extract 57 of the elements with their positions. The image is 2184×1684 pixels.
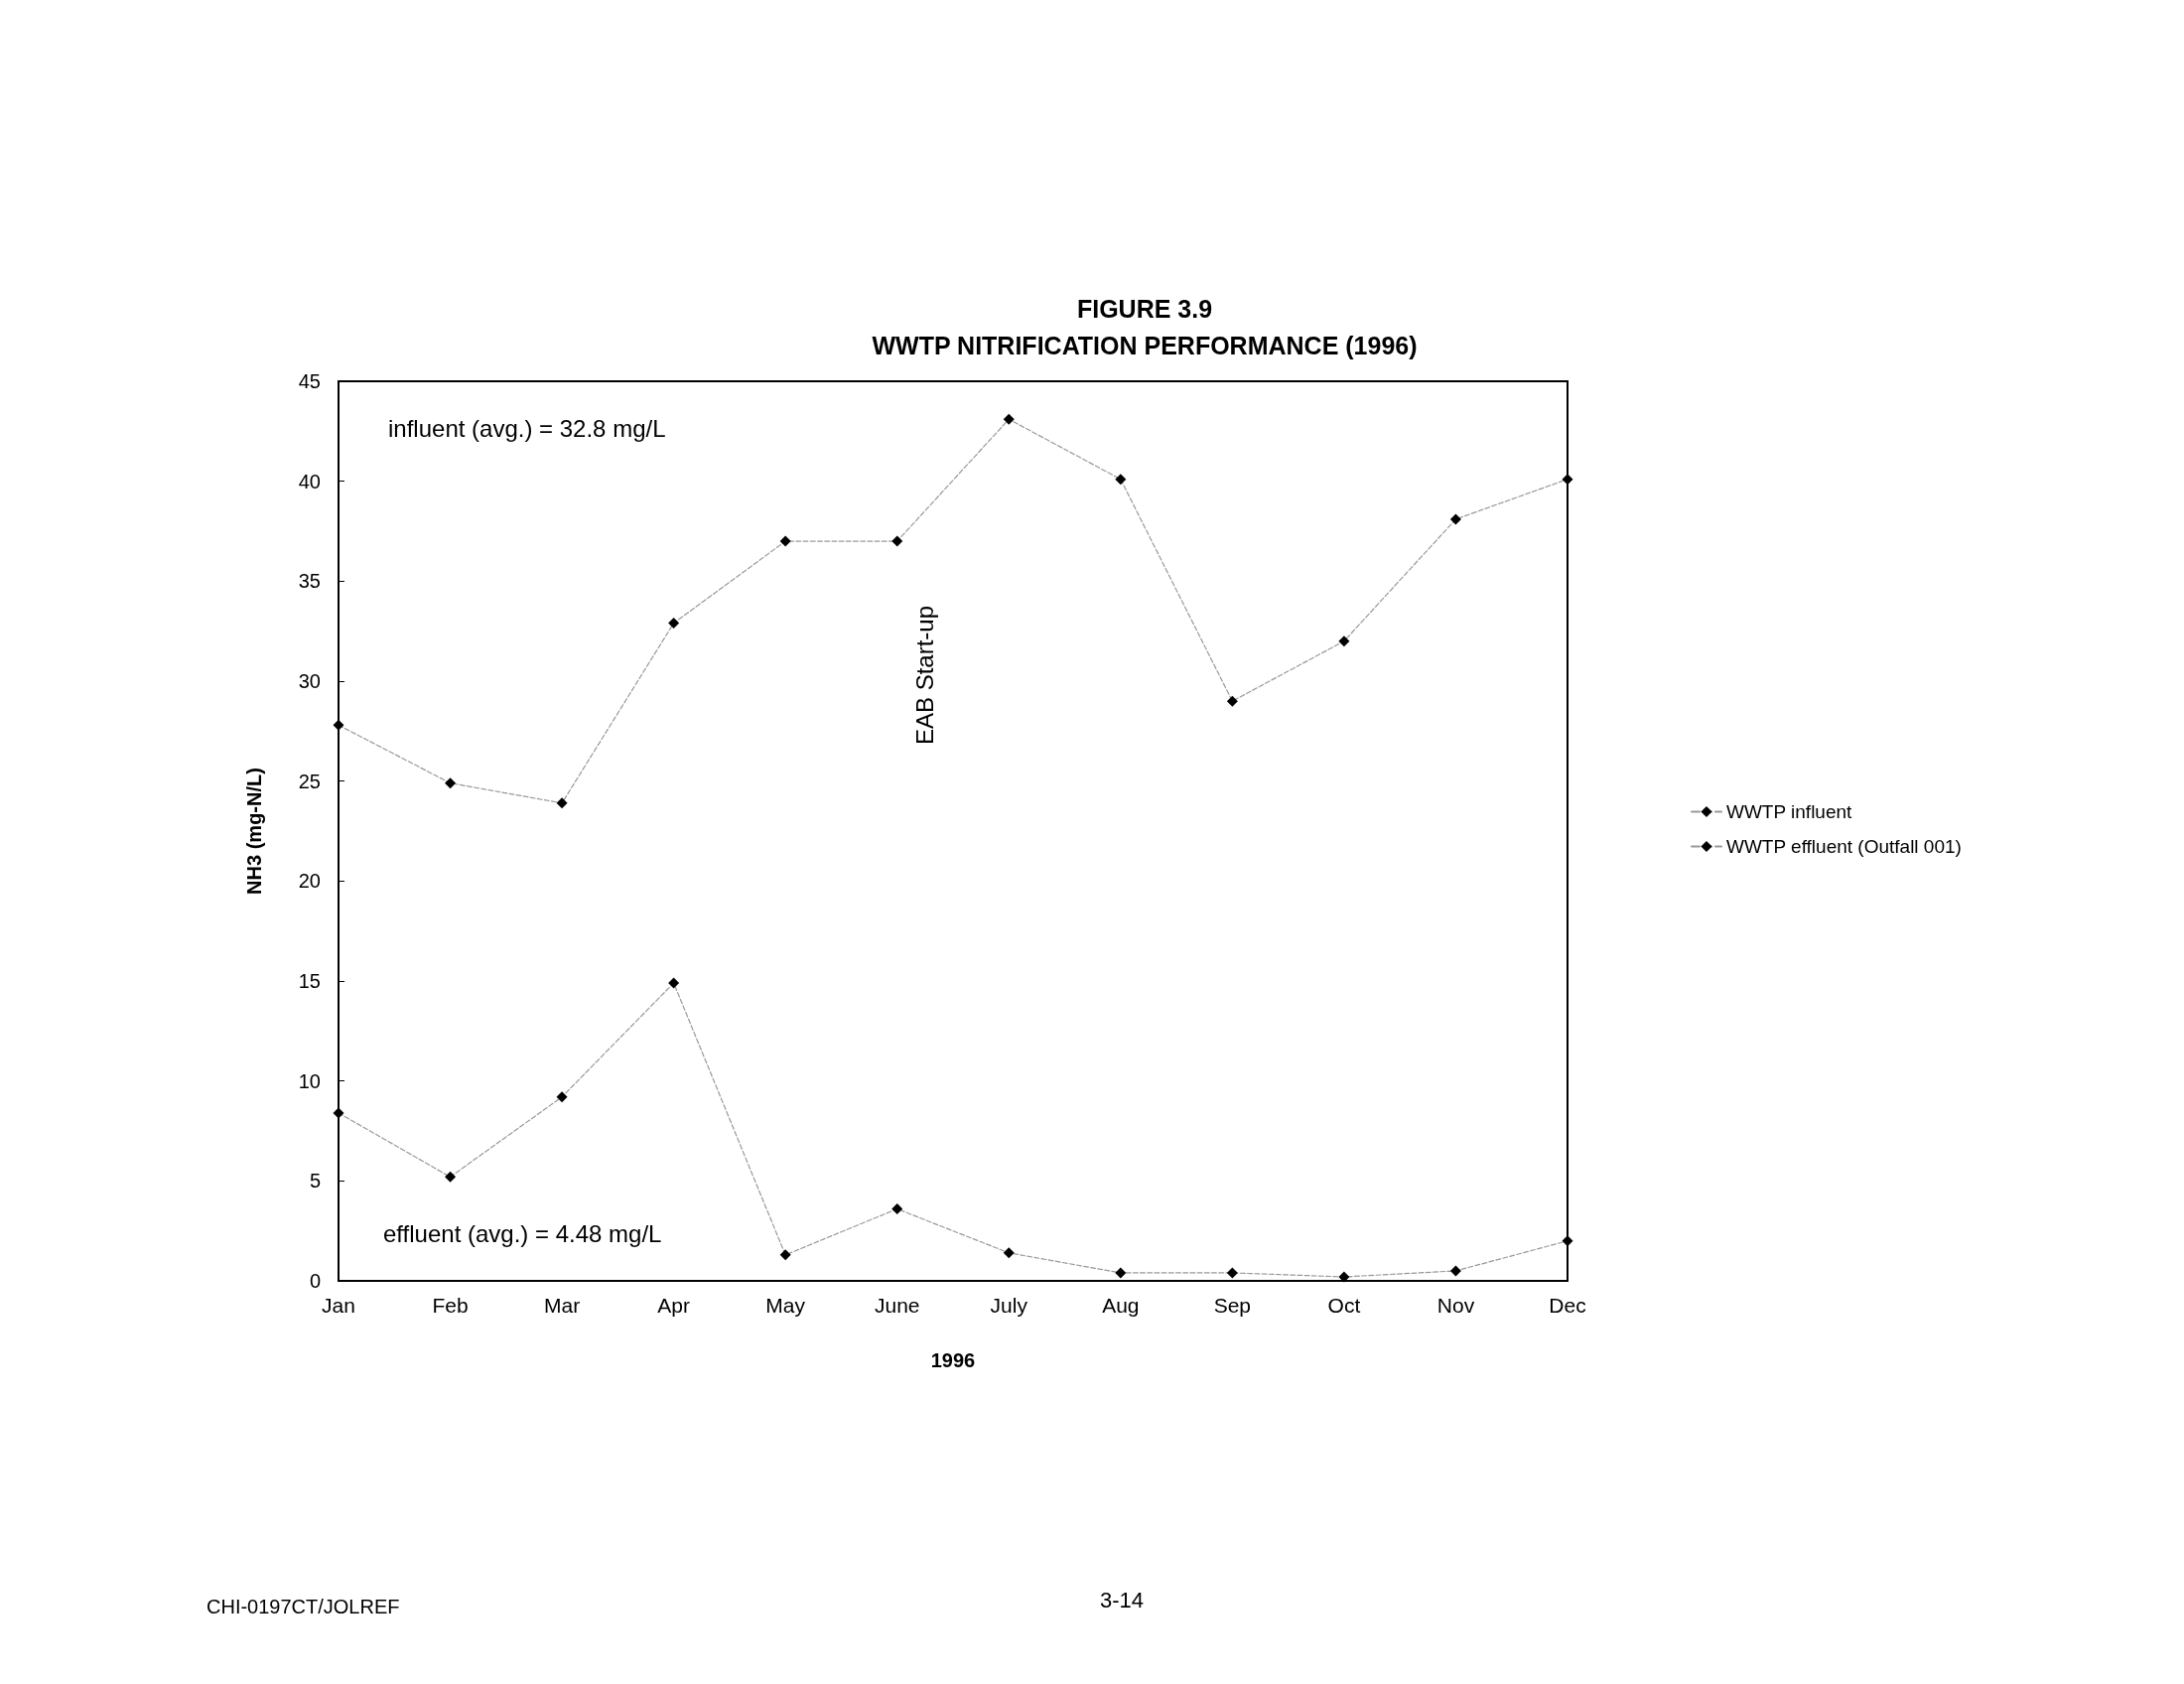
y-axis-title: NH3 (mg-N/L) bbox=[243, 768, 265, 895]
x-tick-label: Jan bbox=[322, 1294, 355, 1317]
y-tick-label: 10 bbox=[298, 1069, 321, 1092]
point bbox=[1338, 635, 1350, 647]
point bbox=[668, 618, 680, 630]
point bbox=[779, 1249, 791, 1261]
x-tick-label: Dec bbox=[1549, 1294, 1586, 1317]
annotation: influent (avg.) = 32.8 mg/L bbox=[388, 414, 666, 442]
point bbox=[556, 797, 568, 809]
annotation: effluent (avg.) = 4.48 mg/L bbox=[383, 1219, 662, 1247]
y-tick-label: 15 bbox=[298, 970, 321, 992]
y-tick-label: 20 bbox=[298, 870, 321, 893]
chart-title: FIGURE 3.9 bbox=[1076, 294, 1213, 323]
y-tick-label: 25 bbox=[298, 770, 321, 792]
x-tick-label: May bbox=[765, 1294, 806, 1317]
y-tick-label: 5 bbox=[309, 1170, 321, 1193]
text: 3-14 bbox=[1100, 1587, 1145, 1613]
y-tick-label: 0 bbox=[309, 1270, 321, 1292]
point bbox=[445, 777, 457, 789]
point bbox=[668, 977, 680, 989]
point bbox=[1115, 474, 1127, 486]
point bbox=[1226, 1267, 1238, 1279]
point bbox=[333, 719, 344, 731]
point bbox=[333, 1107, 344, 1119]
x-tick-label: Sep bbox=[1213, 1294, 1252, 1317]
y-tick-label: 45 bbox=[298, 370, 321, 392]
y-tick-label: 40 bbox=[298, 470, 321, 492]
point bbox=[1003, 413, 1015, 425]
y-tick-label: 35 bbox=[298, 570, 321, 593]
x-tick-label: Apr bbox=[657, 1294, 690, 1317]
point bbox=[1115, 1267, 1127, 1279]
x-tick-label: Aug bbox=[1102, 1294, 1140, 1317]
point bbox=[1226, 695, 1238, 707]
point bbox=[1003, 1247, 1015, 1259]
chart-subtitle: WWTP NITRIFICATION PERFORMANCE (1996) bbox=[872, 331, 1418, 359]
point bbox=[1449, 513, 1461, 525]
x-tick-label: Mar bbox=[544, 1294, 581, 1317]
annotation: EAB Start-up bbox=[910, 605, 938, 746]
point bbox=[779, 535, 791, 547]
point bbox=[1449, 1265, 1461, 1277]
x-axis-title: 1996 bbox=[930, 1349, 976, 1371]
x-tick-label: Oct bbox=[1327, 1294, 1361, 1317]
text: CHI-0197CT/JOLREF bbox=[206, 1596, 400, 1617]
legend-label: WWTP effluent (Outfall 001) bbox=[1726, 836, 1962, 857]
legend-label: WWTP influent bbox=[1726, 801, 1853, 822]
point bbox=[891, 1203, 903, 1215]
x-tick-label: Feb bbox=[432, 1294, 469, 1317]
x-tick-label: July bbox=[990, 1294, 1028, 1317]
x-tick-label: June bbox=[874, 1294, 920, 1317]
point bbox=[556, 1091, 568, 1103]
point bbox=[1338, 1271, 1350, 1283]
point bbox=[1562, 1235, 1573, 1247]
point bbox=[445, 1171, 457, 1183]
y-tick-label: 30 bbox=[298, 670, 321, 692]
x-tick-label: Nov bbox=[1436, 1294, 1475, 1317]
point bbox=[891, 535, 903, 547]
point bbox=[1562, 474, 1573, 486]
